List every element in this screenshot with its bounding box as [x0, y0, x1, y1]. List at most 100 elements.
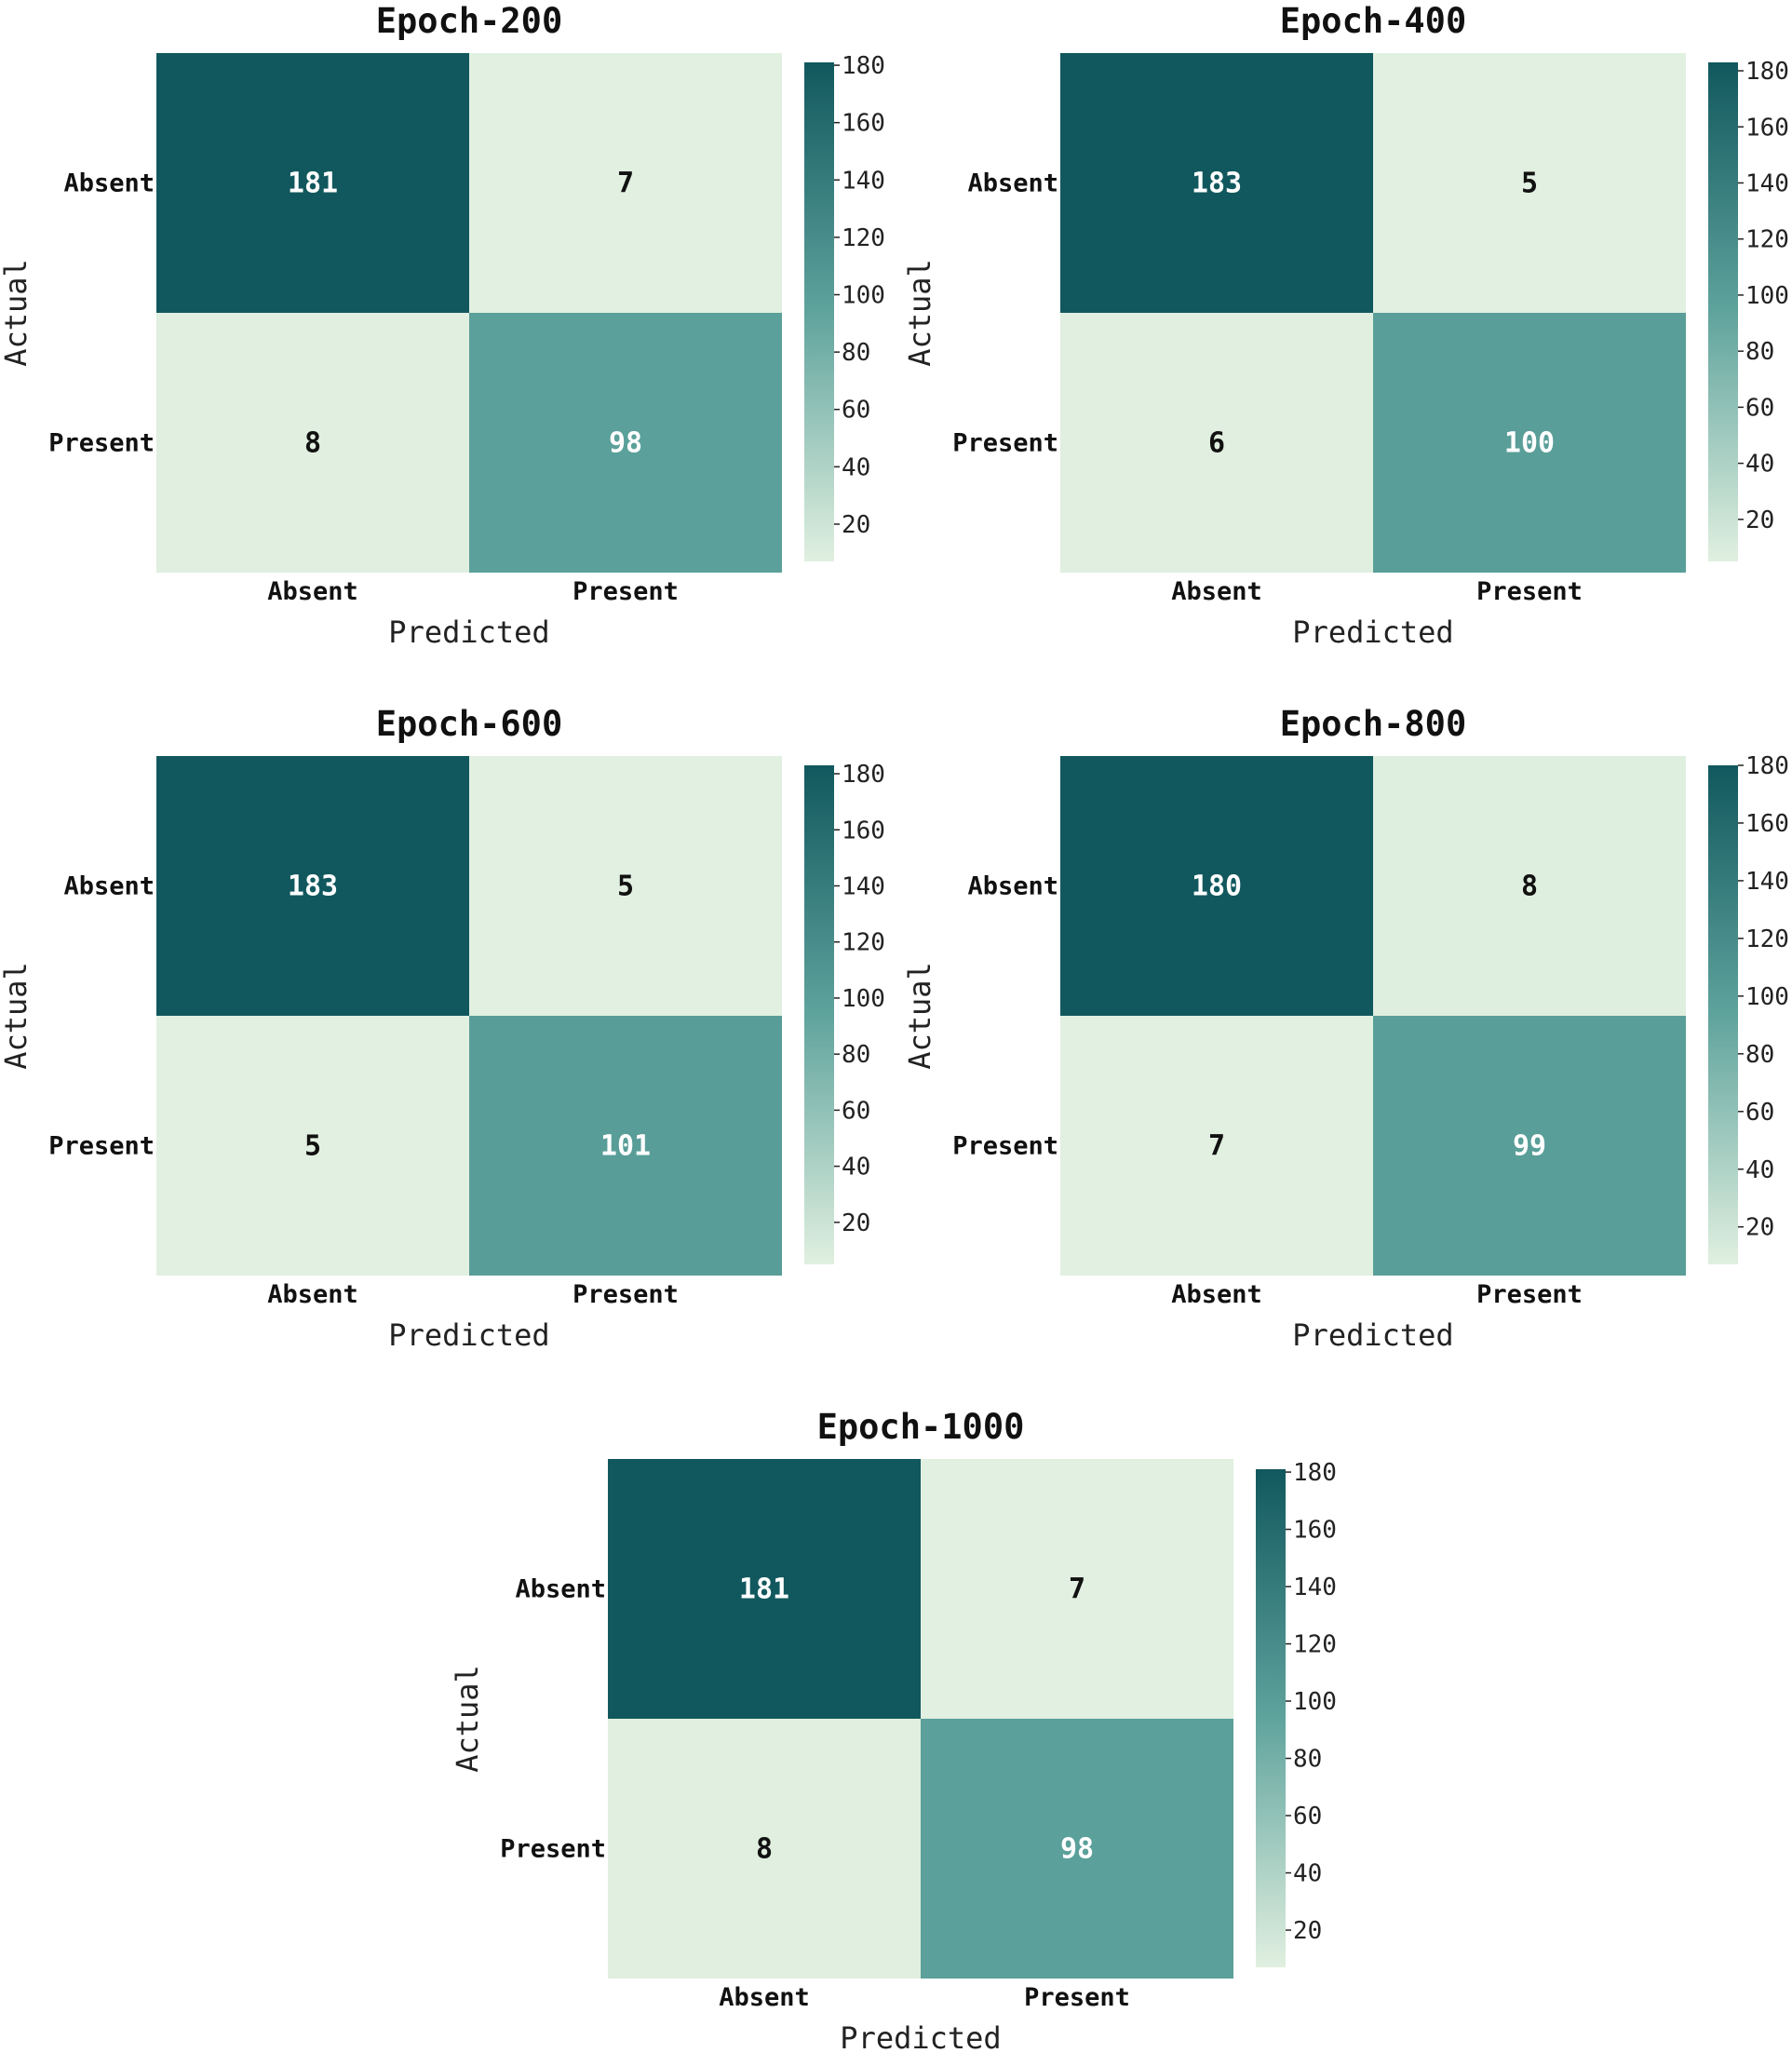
- cell-value-label: 100: [1504, 427, 1555, 460]
- heatmap-cell: [608, 1459, 921, 1719]
- x-axis-label: Predicted: [388, 615, 549, 650]
- chart-title: Epoch-600: [376, 704, 562, 744]
- x-tick-label: Present: [1024, 1983, 1130, 2012]
- cell-value-label: 7: [1208, 1130, 1225, 1163]
- cell-value-label: 5: [617, 871, 634, 903]
- x-tick-label: Absent: [1171, 1280, 1262, 1309]
- colorbar-tick-label: 180: [1745, 752, 1789, 780]
- heatmap-cell: [469, 756, 782, 1016]
- cell-value-label: 5: [304, 1130, 321, 1163]
- x-axis-label: Predicted: [840, 2020, 1001, 2053]
- cell-value-label: 6: [1208, 427, 1225, 460]
- colorbar-tick-label: 80: [842, 1041, 870, 1069]
- colorbar-tick-label: 60: [1745, 1099, 1774, 1127]
- colorbar-tick-label: 80: [842, 339, 870, 367]
- colorbar-tick-label: 40: [1293, 1860, 1322, 1888]
- chart-title: Epoch-800: [1280, 704, 1466, 744]
- colorbar-tick-label: 20: [842, 1209, 870, 1237]
- colorbar-tick-label: 120: [842, 929, 885, 957]
- colorbar-tick-label: 40: [842, 453, 870, 481]
- colorbar-tick-label: 60: [1293, 1803, 1322, 1830]
- heatmap-cell: [1373, 53, 1686, 313]
- colorbar-tick-label: 20: [1293, 1917, 1322, 1945]
- cell-value-label: 7: [617, 168, 634, 200]
- y-axis-label: Actual: [902, 259, 937, 367]
- y-tick-label: Present: [48, 1132, 155, 1161]
- colorbar-tick-label: 160: [1745, 810, 1789, 838]
- colorbar-tick-label: 100: [842, 282, 885, 310]
- y-tick-label: Present: [500, 1835, 606, 1864]
- cell-value-label: 180: [1192, 871, 1242, 903]
- cell-value-label: 183: [288, 871, 338, 903]
- colorbar-tick-label: 120: [1745, 226, 1789, 254]
- x-tick-label: Present: [573, 1280, 679, 1309]
- y-tick-label: Absent: [967, 169, 1058, 198]
- x-tick-label: Present: [1476, 577, 1583, 606]
- heatmap-cell: [1060, 1016, 1373, 1276]
- colorbar-tick-label: 160: [842, 817, 885, 844]
- x-tick-label: Absent: [1171, 577, 1262, 606]
- heatmap-cell: [156, 313, 469, 573]
- heatmap-cell: [921, 1719, 1233, 1979]
- heatmap-cell: [156, 53, 469, 313]
- heatmap-cell: [156, 756, 469, 1016]
- cell-value-label: 98: [609, 427, 642, 460]
- colorbar-tick-label: 180: [842, 761, 885, 789]
- colorbar-tick-label: 140: [1745, 169, 1789, 197]
- heatmap-cell: [608, 1719, 921, 1979]
- colorbar-tick-label: 100: [1745, 282, 1789, 310]
- colorbar-tick-label: 120: [1293, 1631, 1337, 1659]
- colorbar-tick-label: 60: [1745, 394, 1774, 422]
- confusion-matrix-5: Epoch-1000 181 7 8 98 Absent Present Absent Pres…: [450, 1407, 1337, 2053]
- colorbar-tick-label: 20: [1745, 1214, 1774, 1242]
- chart-title: Epoch-200: [376, 1, 562, 41]
- colorbar-tick-label: 160: [1745, 114, 1789, 142]
- chart-title: Epoch-1000: [817, 1407, 1025, 1447]
- cell-value-label: 181: [288, 168, 338, 200]
- cell-value-label: 99: [1513, 1130, 1546, 1163]
- heatmap-cell: [1060, 313, 1373, 573]
- y-axis-label: Actual: [0, 259, 34, 367]
- colorbar: [804, 62, 834, 561]
- y-tick-label: Present: [952, 429, 1058, 458]
- confusion-matrix-3: Epoch-600 183 5 5 101 Absent Present Absent Pres…: [0, 704, 885, 1353]
- cell-value-label: 8: [304, 427, 321, 460]
- colorbar-tick-label: 20: [842, 511, 870, 539]
- heatmap-cell: [921, 1459, 1233, 1719]
- colorbar-tick-label: 120: [1745, 925, 1789, 953]
- heatmap-cell: [1373, 1016, 1686, 1276]
- x-tick-label: Present: [573, 577, 679, 606]
- heatmap-cell: [469, 1016, 782, 1276]
- colorbar-tick-label: 60: [842, 1097, 870, 1125]
- y-tick-label: Present: [48, 429, 155, 458]
- colorbar-tick-label: 160: [1293, 1517, 1337, 1545]
- confusion-matrix-1: Epoch-200 181 7 8 98 Absent Present Absent Prese…: [0, 1, 885, 650]
- cell-value-label: 7: [1069, 1574, 1085, 1606]
- x-tick-label: Present: [1476, 1280, 1583, 1309]
- colorbar: [1708, 62, 1738, 561]
- heatmap-cell: [156, 1016, 469, 1276]
- colorbar-tick-label: 140: [842, 872, 885, 900]
- colorbar-tick-label: 100: [1293, 1688, 1337, 1716]
- x-tick-label: Absent: [267, 1280, 358, 1309]
- colorbar-tick-label: 180: [1745, 58, 1789, 86]
- colorbar-tick-label: 140: [1293, 1574, 1337, 1601]
- colorbar: [1708, 765, 1738, 1264]
- confusion-matrix-4: Epoch-800 180 8 7 99 Absent Present Absent Prese…: [902, 704, 1789, 1353]
- colorbar-tick-label: 180: [1293, 1459, 1337, 1487]
- heatmap-cell: [1373, 313, 1686, 573]
- chart-title: Epoch-400: [1280, 1, 1466, 41]
- y-tick-label: Absent: [63, 169, 155, 198]
- cell-value-label: 8: [1521, 871, 1538, 903]
- x-axis-label: Predicted: [1292, 615, 1453, 650]
- colorbar-tick-label: 180: [842, 52, 885, 80]
- colorbar-tick-label: 140: [1745, 868, 1789, 896]
- colorbar-tick-label: 100: [1745, 983, 1789, 1011]
- cell-value-label: 98: [1060, 1833, 1094, 1866]
- y-axis-label: Actual: [0, 962, 34, 1070]
- colorbar-tick-label: 80: [1293, 1746, 1322, 1774]
- colorbar-tick-label: 80: [1745, 1041, 1774, 1069]
- y-axis-label: Actual: [450, 1665, 485, 1773]
- x-axis-label: Predicted: [388, 1317, 549, 1353]
